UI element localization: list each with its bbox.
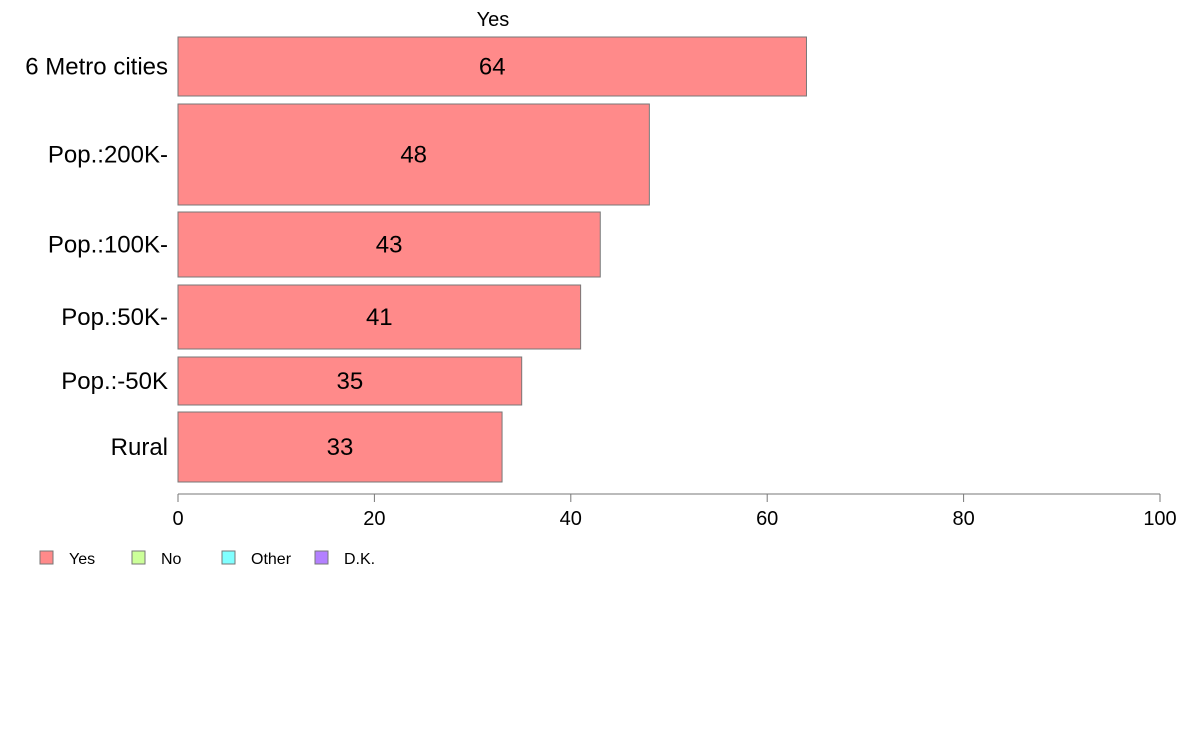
data-label: 48	[400, 142, 427, 169]
x-tick-label: 100	[1143, 508, 1176, 530]
legend-swatch	[314, 550, 329, 565]
legend-swatch	[221, 550, 236, 565]
data-label: 43	[376, 232, 403, 259]
x-tick-label: 60	[756, 508, 778, 530]
bar-5	[177, 411, 503, 483]
data-label: 41	[366, 304, 393, 331]
data-label: 35	[336, 368, 363, 395]
legend-label: Yes	[69, 551, 95, 568]
x-axis: 0 20 40 60 80 100	[172, 493, 1177, 530]
legend-label: Other	[251, 551, 292, 568]
category-label: 6 Metro cities	[25, 54, 168, 81]
bars-group	[177, 36, 807, 483]
data-label: 64	[479, 54, 506, 81]
bar-3	[177, 284, 582, 350]
category-label: Pop.:200K-	[48, 142, 168, 169]
panel-title: Yes	[477, 9, 510, 31]
category-labels: 6 Metro cities Pop.:200K- Pop.:100K- Pop.:5…	[25, 54, 168, 462]
bar-4	[177, 356, 523, 406]
bar-1	[177, 103, 650, 206]
bar-2	[177, 211, 601, 278]
legend-label: No	[161, 551, 182, 568]
x-tick-label: 20	[363, 508, 385, 530]
x-tick-label: 0	[172, 508, 183, 530]
data-label: 33	[327, 434, 354, 461]
legend: Yes No Other D.K.	[39, 550, 375, 568]
legend-swatch	[39, 550, 54, 565]
value-labels: 64 48 43 41 35 33	[327, 54, 506, 462]
bar-0	[177, 36, 807, 97]
x-tick-label: 80	[952, 508, 974, 530]
legend-swatch	[131, 550, 146, 565]
x-tick-label: 40	[560, 508, 582, 530]
category-label: Pop.:100K-	[48, 232, 168, 259]
category-label: Rural	[111, 434, 168, 461]
legend-label: D.K.	[344, 551, 375, 568]
category-label: Pop.:50K-	[61, 304, 168, 331]
category-label: Pop.:-50K	[61, 368, 168, 395]
